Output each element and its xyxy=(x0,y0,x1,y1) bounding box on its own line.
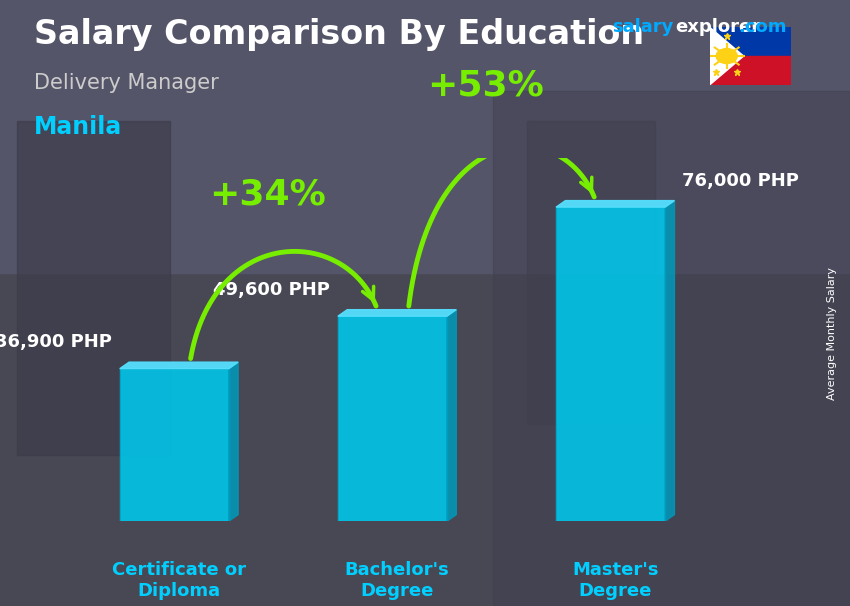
Bar xyxy=(527,121,654,424)
Polygon shape xyxy=(556,201,675,207)
Polygon shape xyxy=(447,310,456,521)
Bar xyxy=(710,56,791,85)
Text: 49,600 PHP: 49,600 PHP xyxy=(213,281,330,299)
Text: Manila: Manila xyxy=(34,115,122,139)
Text: Average Monthly Salary: Average Monthly Salary xyxy=(827,267,837,400)
Text: salary: salary xyxy=(612,18,673,36)
Text: Master's
Degree: Master's Degree xyxy=(572,561,659,600)
Text: +34%: +34% xyxy=(209,178,326,211)
Text: Bachelor's
Degree: Bachelor's Degree xyxy=(345,561,450,600)
Polygon shape xyxy=(556,207,666,521)
Bar xyxy=(493,91,850,606)
Polygon shape xyxy=(337,310,456,316)
Text: Certificate or
Diploma: Certificate or Diploma xyxy=(112,561,246,600)
Polygon shape xyxy=(666,201,675,521)
Bar xyxy=(0,0,850,273)
Circle shape xyxy=(717,48,737,64)
Bar xyxy=(17,121,170,454)
Text: .com: .com xyxy=(738,18,786,36)
Polygon shape xyxy=(229,362,238,521)
Polygon shape xyxy=(120,362,238,368)
Text: Delivery Manager: Delivery Manager xyxy=(34,73,218,93)
Polygon shape xyxy=(337,316,447,521)
Text: +53%: +53% xyxy=(428,68,544,102)
Text: 36,900 PHP: 36,900 PHP xyxy=(0,333,112,351)
Text: 76,000 PHP: 76,000 PHP xyxy=(683,171,799,190)
Polygon shape xyxy=(710,27,744,85)
Bar xyxy=(710,27,791,56)
Polygon shape xyxy=(120,368,229,521)
Text: Salary Comparison By Education: Salary Comparison By Education xyxy=(34,18,644,51)
Text: explorer: explorer xyxy=(675,18,760,36)
